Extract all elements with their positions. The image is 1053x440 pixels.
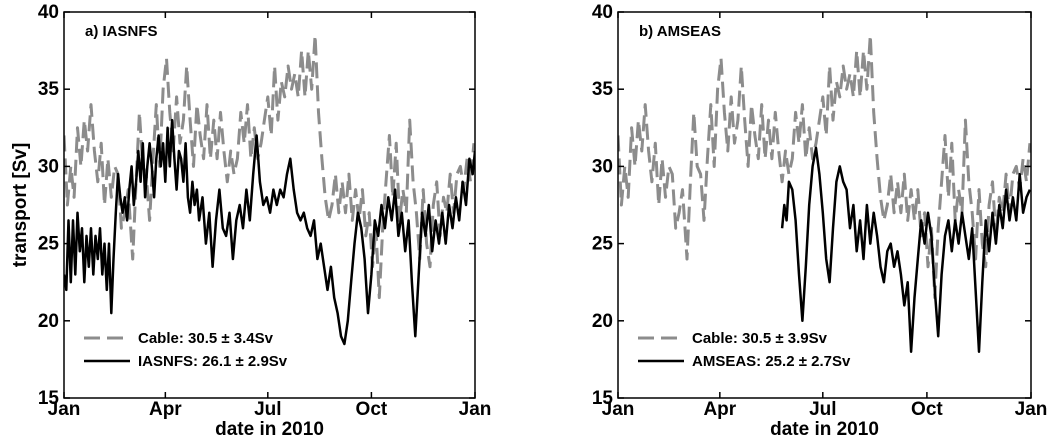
x-tick-label: Jan [1015,399,1048,420]
axes-box [617,11,1032,399]
cable-series-line [618,33,1031,300]
y-tick-label: 25 [592,234,614,255]
panel-title: b) AMSEAS [639,23,721,40]
y-tick-label: 40 [38,2,59,23]
x-axis-label: date in 2010 [215,419,324,440]
y-tick-label: 20 [592,311,613,332]
y-axis-label: transport [Sv] [10,143,31,268]
panel-title: a) IASNFS [85,23,158,40]
x-tick-label: Apr [149,399,182,420]
x-tick-label: Jul [254,399,281,420]
y-tick-label: 25 [38,234,60,255]
x-tick-label: Jul [809,399,836,420]
legend-label: Cable: 30.5 ± 3.4Sv [138,330,274,347]
series-group [618,33,1031,353]
x-tick-label: Jan [602,399,635,420]
legend: Cable: 30.5 ± 3.4Sv IASNFS: 26.1 ± 2.9Sv [84,330,288,370]
x-tick-label: Apr [703,399,736,420]
y-tick-label: 40 [592,2,613,23]
legend-label: IASNFS: 26.1 ± 2.9Sv [138,353,288,370]
model-series-line [64,118,475,346]
legend: Cable: 30.5 ± 3.9Sv AMSEAS: 25.2 ± 2.7Sv [638,330,851,370]
x-tick-label: Jan [459,399,492,420]
y-tick-label: 15 [592,388,614,409]
x-tick-label: Oct [911,399,943,420]
series-group [64,33,475,346]
model-series-line [780,146,1031,353]
y-tick-label: 30 [38,156,59,177]
y-tick-label: 35 [592,79,614,100]
legend-label: Cable: 30.5 ± 3.9Sv [692,330,828,347]
x-tick-label: Oct [356,399,388,420]
y-tick-label: 15 [38,388,60,409]
y-tick-label: 30 [592,156,613,177]
y-tick-label: 20 [38,311,59,332]
x-tick-label: Jan [48,399,81,420]
x-axis-label: date in 2010 [770,419,879,440]
cable-series-line [64,33,475,300]
y-tick-label: 35 [38,79,60,100]
axes-box [63,11,476,399]
legend-label: AMSEAS: 25.2 ± 2.7Sv [692,353,851,370]
